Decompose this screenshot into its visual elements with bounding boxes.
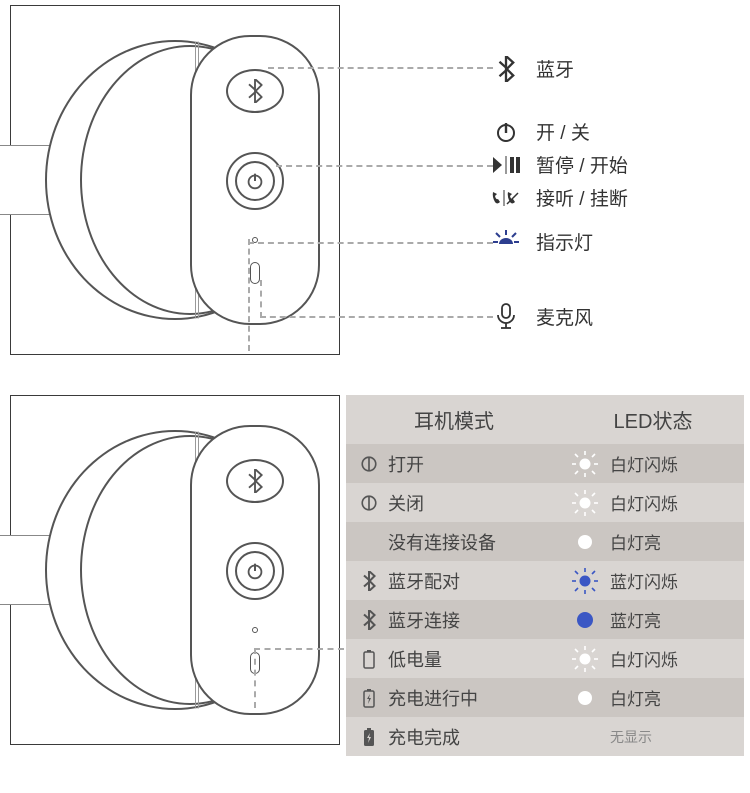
table-row: 充电进行中 白灯亮 xyxy=(346,678,744,717)
bt-icon xyxy=(358,610,380,630)
batt-full-icon xyxy=(358,727,380,747)
led-status-table: 耳机模式 LED状态 打开白灯闪烁关闭白灯闪烁没有连接设备白灯亮蓝牙配对蓝灯闪烁… xyxy=(346,395,744,756)
mic-icon xyxy=(490,302,522,330)
bluetooth-icon xyxy=(490,56,522,82)
mode-label: 没有连接设备 xyxy=(388,529,496,555)
callout-line-bluetooth xyxy=(268,67,493,69)
led-status-label: 白灯亮 xyxy=(610,685,661,710)
table-row: 蓝牙配对 蓝灯闪烁 xyxy=(346,561,744,600)
mode-label: 充电进行中 xyxy=(388,685,478,711)
callout-line-mic xyxy=(260,316,493,318)
power-icon xyxy=(358,494,380,512)
play-pause-icon xyxy=(490,155,522,175)
header-mode: 耳机模式 xyxy=(346,395,562,444)
led-status-label: 蓝灯亮 xyxy=(610,607,661,632)
table-row: 打开 白灯闪烁 xyxy=(346,444,744,483)
mode-label: 蓝牙连接 xyxy=(388,607,460,633)
batt-low-icon xyxy=(358,649,380,669)
header-led: LED状态 xyxy=(562,395,744,444)
led-status-label: 白灯闪烁 xyxy=(610,646,678,671)
led-status-icon xyxy=(570,490,600,516)
earcup-drawing-2 xyxy=(30,425,320,715)
bt-icon xyxy=(358,571,380,591)
legend-indicator-label: 指示灯 xyxy=(536,228,593,255)
bluetooth-button-drawing xyxy=(226,69,284,113)
earcup-drawing xyxy=(30,35,320,325)
callout-line-power xyxy=(276,165,493,167)
led-status-label: 无显示 xyxy=(610,727,652,747)
led-status-icon xyxy=(570,529,600,555)
mode-label: 蓝牙配对 xyxy=(388,568,460,594)
legend-power-label: 开 / 关 xyxy=(536,118,590,145)
table-row: 没有连接设备 白灯亮 xyxy=(346,522,744,561)
call-icon xyxy=(490,189,522,207)
batt-chg-icon xyxy=(358,688,380,708)
table-row: 蓝牙连接 蓝灯亮 xyxy=(346,600,744,639)
power-icon xyxy=(358,455,380,473)
mode-label: 充电完成 xyxy=(388,724,460,750)
led-status-icon xyxy=(570,607,600,633)
table-header: 耳机模式 LED状态 xyxy=(346,395,744,444)
led-status-icon xyxy=(570,451,600,477)
power-button-drawing xyxy=(226,152,284,210)
legend-mic-label: 麦克风 xyxy=(536,303,593,330)
mode-label: 低电量 xyxy=(388,646,442,672)
led-status-icon xyxy=(570,685,600,711)
power-icon xyxy=(490,120,522,144)
legend-mic: 麦克风 xyxy=(490,302,740,336)
callout-line-mic-v xyxy=(260,280,262,318)
callout-line-led xyxy=(248,242,493,244)
led-status-icon xyxy=(570,646,600,672)
led-status-label: 白灯闪烁 xyxy=(610,490,678,515)
led-status-icon xyxy=(570,568,600,594)
table-row: 关闭 白灯闪烁 xyxy=(346,483,744,522)
diagram-panel-top xyxy=(10,5,340,355)
callout-line-to-table xyxy=(254,648,344,650)
mode-label: 打开 xyxy=(388,451,424,477)
callout-line-to-table-v xyxy=(254,648,256,708)
mode-label: 关闭 xyxy=(388,490,424,516)
led-status-label: 白灯亮 xyxy=(610,529,661,554)
indicator-icon xyxy=(490,229,522,255)
led-status-label: 白灯闪烁 xyxy=(610,451,678,476)
legend-power-group: 开 / 关 暂停 / 开始 接听 / 挂断 xyxy=(490,118,740,217)
table-row: 充电完成 无显示 xyxy=(346,717,744,756)
legend-call-label: 接听 / 挂断 xyxy=(536,184,628,211)
legend-indicator: 指示灯 xyxy=(490,228,740,261)
table-row: 低电量 白灯闪烁 xyxy=(346,639,744,678)
led-status-label: 蓝灯闪烁 xyxy=(610,568,678,593)
legend-bluetooth: 蓝牙 xyxy=(490,55,740,88)
legend-bluetooth-label: 蓝牙 xyxy=(536,55,574,82)
legend-playpause-label: 暂停 / 开始 xyxy=(536,151,628,178)
mic-drawing xyxy=(250,262,260,284)
diagram-panel-bottom xyxy=(10,395,340,745)
callout-line-led-v xyxy=(248,239,250,351)
